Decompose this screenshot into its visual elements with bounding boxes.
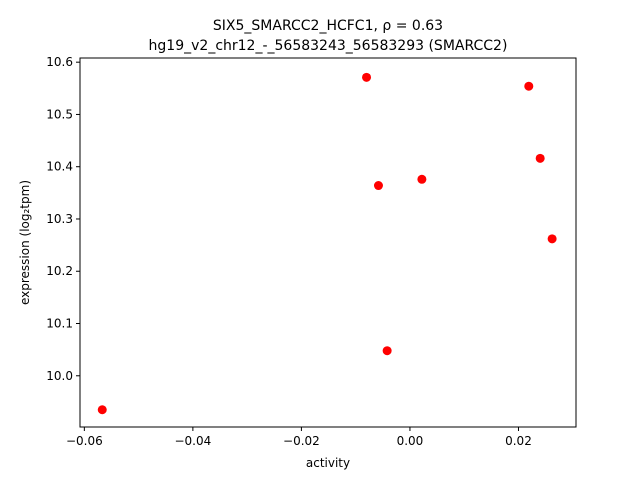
data-point: [524, 81, 534, 91]
x-axis-label: activity: [306, 456, 350, 470]
y-tick-label: 10.4: [46, 160, 73, 174]
y-axis-label: expression (log₂tpm): [18, 180, 32, 305]
data-point: [535, 153, 545, 163]
x-tick-label: 0.02: [505, 434, 532, 448]
y-tick-label: 10.3: [46, 212, 73, 226]
y-tick-label: 10.0: [46, 369, 73, 383]
data-point: [362, 72, 372, 82]
data-point: [97, 405, 107, 415]
data-point: [417, 174, 427, 184]
data-points: [97, 72, 557, 415]
y-tick-label: 10.1: [46, 317, 73, 331]
x-tick-label: −0.06: [66, 434, 103, 448]
x-tick-label: 0.00: [397, 434, 424, 448]
y-tick-label: 10.5: [46, 107, 73, 121]
x-tick-label: −0.04: [174, 434, 211, 448]
y-tick-label: 10.2: [46, 264, 73, 278]
data-point: [382, 346, 392, 356]
chart-title-line1: SIX5_SMARCC2_HCFC1, ρ = 0.63: [213, 18, 443, 34]
x-tick-label: −0.02: [283, 434, 320, 448]
plot-area: [79, 57, 577, 428]
y-axis-ticks: 10.0 10.1 10.2 10.3 10.4 10.5 10.6: [46, 55, 80, 383]
x-axis-ticks: −0.06 −0.04 −0.02 0.00 0.02: [66, 427, 532, 448]
y-tick-label: 10.6: [46, 55, 73, 69]
data-point: [547, 234, 557, 244]
data-point: [373, 181, 383, 191]
chart-title-line2: hg19_v2_chr12_-_56583243_56583293 (SMARC…: [149, 38, 508, 54]
